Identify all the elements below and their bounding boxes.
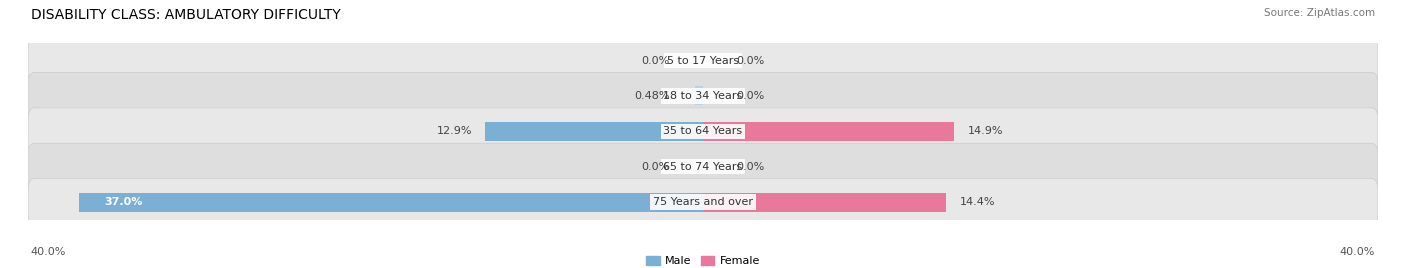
Bar: [695, 86, 703, 106]
Text: 0.0%: 0.0%: [737, 91, 765, 101]
Bar: [485, 122, 703, 141]
Bar: [703, 122, 955, 141]
Text: 0.0%: 0.0%: [641, 162, 669, 172]
Text: 0.0%: 0.0%: [641, 55, 669, 66]
Text: 75 Years and over: 75 Years and over: [652, 197, 754, 207]
Legend: Male, Female: Male, Female: [641, 251, 765, 268]
Text: DISABILITY CLASS: AMBULATORY DIFFICULTY: DISABILITY CLASS: AMBULATORY DIFFICULTY: [31, 8, 340, 22]
Text: 40.0%: 40.0%: [1340, 247, 1375, 257]
Bar: [703, 192, 946, 212]
Bar: [79, 192, 703, 212]
FancyBboxPatch shape: [28, 108, 1378, 155]
FancyBboxPatch shape: [28, 179, 1378, 225]
Text: 65 to 74 Years: 65 to 74 Years: [664, 162, 742, 172]
Text: 0.0%: 0.0%: [737, 55, 765, 66]
Text: 14.9%: 14.9%: [967, 126, 1004, 136]
Text: 0.48%: 0.48%: [634, 91, 669, 101]
FancyBboxPatch shape: [28, 143, 1378, 190]
Text: 37.0%: 37.0%: [104, 197, 142, 207]
FancyBboxPatch shape: [28, 37, 1378, 84]
Text: 0.0%: 0.0%: [737, 162, 765, 172]
Text: 40.0%: 40.0%: [31, 247, 66, 257]
Text: 12.9%: 12.9%: [436, 126, 472, 136]
Text: 18 to 34 Years: 18 to 34 Years: [664, 91, 742, 101]
Text: 35 to 64 Years: 35 to 64 Years: [664, 126, 742, 136]
Text: Source: ZipAtlas.com: Source: ZipAtlas.com: [1264, 8, 1375, 18]
FancyBboxPatch shape: [28, 73, 1378, 119]
Text: 5 to 17 Years: 5 to 17 Years: [666, 55, 740, 66]
Text: 14.4%: 14.4%: [959, 197, 995, 207]
